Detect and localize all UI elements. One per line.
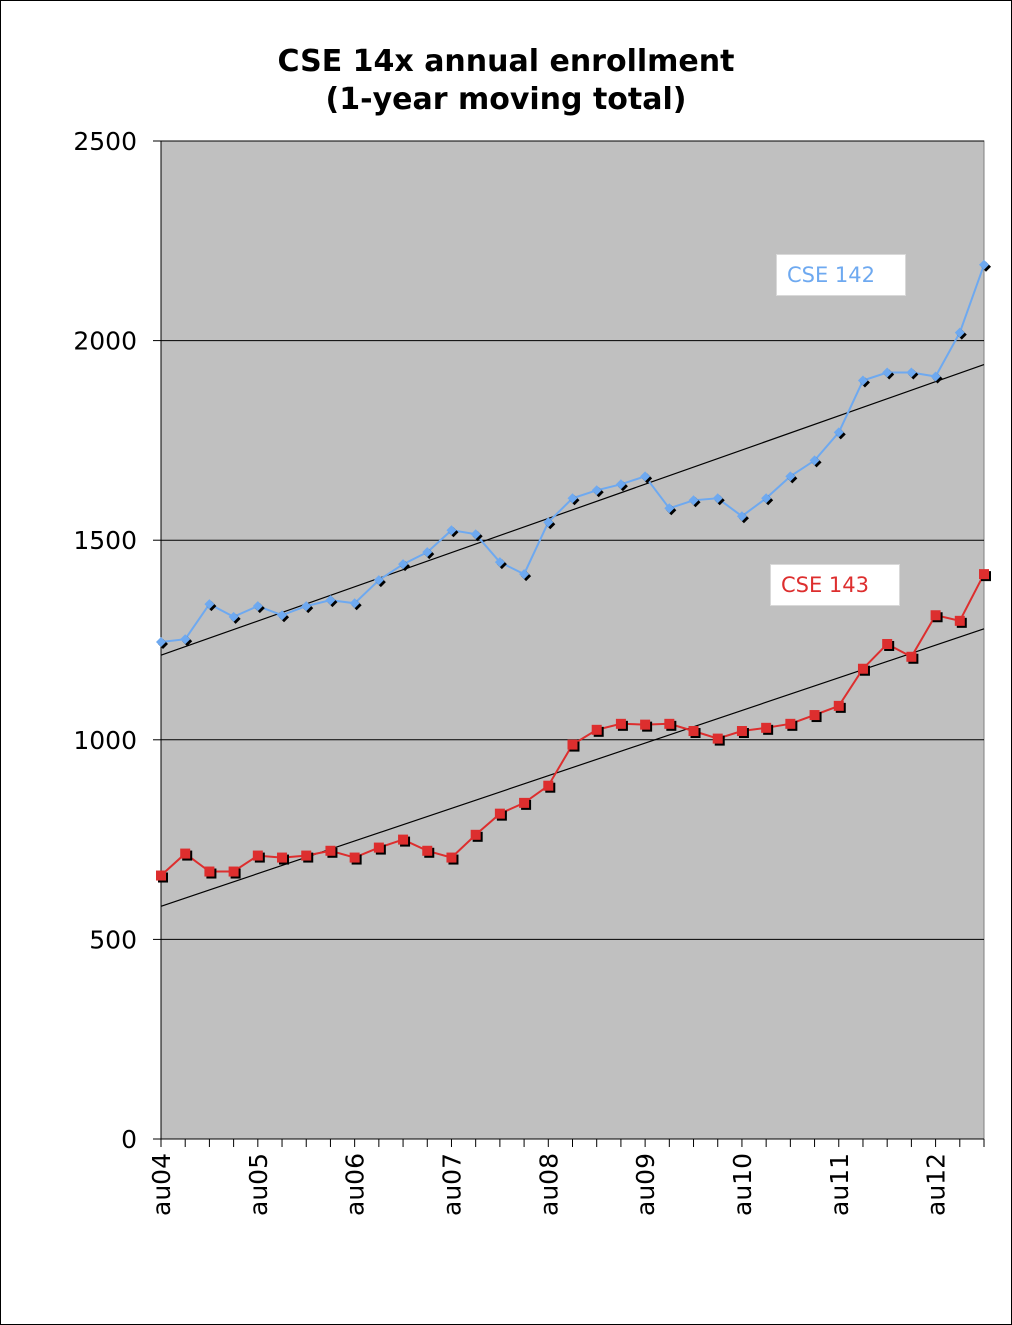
x-tick-label: au08 bbox=[534, 1153, 563, 1216]
y-tick-label: 1500 bbox=[73, 526, 137, 555]
cse-143-point bbox=[640, 719, 651, 730]
cse-142-point bbox=[277, 610, 288, 621]
legend-cse142: CSE 142 bbox=[776, 254, 906, 296]
x-tick-label: au09 bbox=[631, 1153, 660, 1216]
cse-142-point bbox=[906, 367, 917, 378]
cse-143-point bbox=[228, 866, 239, 877]
cse-142-point bbox=[591, 485, 602, 496]
cse-142-point bbox=[446, 525, 457, 536]
y-tick-label: 2000 bbox=[73, 327, 137, 356]
cse-142-point bbox=[736, 511, 747, 522]
cse-142-point bbox=[519, 569, 530, 580]
cse-142-point bbox=[494, 557, 505, 568]
cse-142-point bbox=[979, 259, 989, 270]
cse-143-point bbox=[930, 610, 941, 621]
cse-142-point bbox=[422, 547, 433, 558]
cse-143-point bbox=[446, 852, 457, 863]
cse-142-point bbox=[857, 375, 868, 386]
cse-142-point bbox=[882, 367, 893, 378]
cse-143-point bbox=[954, 615, 965, 626]
plot-area bbox=[160, 140, 985, 1140]
cse-142-point bbox=[373, 575, 384, 586]
cse-143-point bbox=[180, 848, 191, 859]
cse-143-point bbox=[398, 834, 409, 845]
y-tick-label: 1000 bbox=[73, 726, 137, 755]
x-tick-label: au07 bbox=[437, 1153, 466, 1216]
cse-142-point bbox=[228, 611, 239, 622]
cse-143-point bbox=[979, 569, 989, 580]
cse-143-point bbox=[809, 710, 820, 721]
cse-143-point bbox=[494, 808, 505, 819]
cse-142-point bbox=[156, 636, 166, 647]
cse-143-trendline bbox=[160, 628, 985, 907]
cse-142-point bbox=[349, 598, 360, 609]
cse-142-point bbox=[398, 559, 409, 570]
cse-143-point bbox=[277, 852, 288, 863]
cse-142-point bbox=[688, 495, 699, 506]
cse-142-point bbox=[664, 503, 675, 514]
y-tick-label: 500 bbox=[89, 925, 137, 954]
cse-142-point bbox=[567, 493, 578, 504]
cse-143-point bbox=[543, 780, 554, 791]
cse-142-point bbox=[325, 595, 336, 606]
cse-142-point bbox=[712, 493, 723, 504]
cse-143-point bbox=[519, 797, 530, 808]
cse-142-point bbox=[785, 471, 796, 482]
cse-143-point bbox=[156, 870, 166, 881]
cse-143-point bbox=[906, 651, 917, 662]
cse-142-point bbox=[204, 599, 215, 610]
chart-subtitle: (1-year moving total) bbox=[325, 82, 687, 117]
cse-143-point bbox=[882, 638, 893, 649]
x-tick-label: au05 bbox=[244, 1153, 273, 1216]
legend-cse143: CSE 143 bbox=[770, 564, 900, 606]
cse-142-point bbox=[833, 427, 844, 438]
cse-143-point bbox=[591, 724, 602, 735]
legend-cse143-label: CSE 143 bbox=[781, 573, 870, 597]
x-tick-label: au10 bbox=[728, 1153, 757, 1216]
cse-143-point bbox=[857, 663, 868, 674]
cse-143-point bbox=[833, 700, 844, 711]
cse-143-point bbox=[664, 718, 675, 729]
cse-142-point bbox=[640, 471, 651, 482]
x-tick-label: au06 bbox=[341, 1153, 370, 1216]
cse-142-point bbox=[809, 455, 820, 466]
cse-143-point bbox=[688, 726, 699, 737]
cse-142-point bbox=[954, 327, 965, 338]
cse-142-point bbox=[470, 529, 481, 540]
cse-143-point bbox=[349, 852, 360, 863]
cse-143-point bbox=[325, 845, 336, 856]
x-tick-label: au12 bbox=[922, 1153, 951, 1216]
cse-143-point bbox=[761, 722, 772, 733]
cse-143-point bbox=[373, 842, 384, 853]
cse-143-point bbox=[470, 829, 481, 840]
cse-142-point bbox=[301, 601, 312, 612]
cse-143-point bbox=[252, 850, 263, 861]
legend-cse142-label: CSE 142 bbox=[787, 263, 876, 287]
cse-143-point bbox=[422, 845, 433, 856]
cse-143-point bbox=[615, 718, 626, 729]
cse-143-point bbox=[736, 726, 747, 737]
chart-title: CSE 14x annual enrollment bbox=[277, 44, 735, 79]
x-tick-label: au11 bbox=[825, 1153, 854, 1216]
cse-143-point bbox=[785, 718, 796, 729]
cse-143-point bbox=[301, 850, 312, 861]
cse-142-point bbox=[180, 634, 191, 645]
y-tick-label: 0 bbox=[121, 1125, 137, 1154]
cse-142-point bbox=[543, 517, 554, 528]
x-tick-label: au04 bbox=[147, 1153, 176, 1216]
cse-142-point bbox=[761, 493, 772, 504]
cse-143-point bbox=[712, 733, 723, 744]
cse-143-point bbox=[567, 739, 578, 750]
cse-143-point bbox=[204, 866, 215, 877]
cse-142-point bbox=[930, 371, 941, 382]
y-tick-label: 2500 bbox=[73, 127, 137, 156]
cse-142-point bbox=[615, 479, 626, 490]
cse-142-point bbox=[252, 601, 263, 612]
